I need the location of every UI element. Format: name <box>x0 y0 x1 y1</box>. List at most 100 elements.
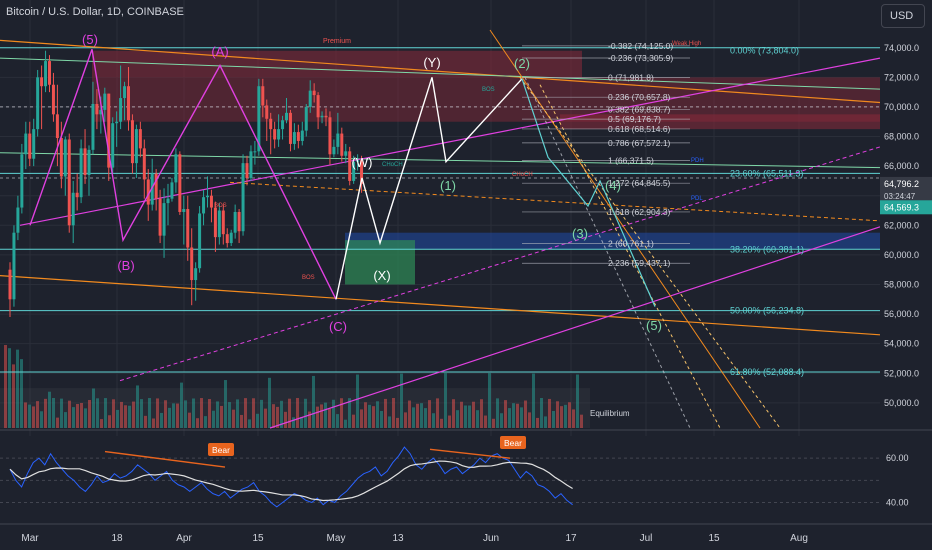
candle-body <box>300 130 304 141</box>
candle-body <box>206 195 209 198</box>
volume-bar <box>380 411 383 428</box>
candle-body <box>28 133 32 159</box>
volume-bar <box>420 403 423 428</box>
fib-label: 50.00% (56,234.8) <box>730 306 804 316</box>
candle-body <box>178 154 182 212</box>
wave-labels: (5) (A) (B) (C) (W) (X) (Y) (1) (2) (3) (4) (5) <box>82 32 662 334</box>
white-wave-path <box>335 77 523 300</box>
candle-body <box>115 121 119 124</box>
volume-bar <box>528 412 531 428</box>
annotation-pdl: PDL <box>691 196 703 202</box>
volume-bar <box>104 398 107 428</box>
time-tick-label: 15 <box>252 533 264 544</box>
price-scale: 74,000.0 72,000.0 70,000.0 68,000.0 66,000.0… <box>880 0 932 550</box>
candle-body <box>336 133 340 147</box>
volume-bar <box>184 400 187 428</box>
time-axis-bg <box>0 524 932 550</box>
candle-body <box>174 154 178 183</box>
fib-ext-label: 0.236 (70,657.8) <box>608 92 671 102</box>
candle-body <box>281 120 285 130</box>
volume-bar <box>228 402 231 428</box>
volume-bar <box>432 413 435 428</box>
volume-bar <box>8 348 11 428</box>
volume-bar <box>492 418 495 428</box>
volume-bar <box>580 414 583 428</box>
candle-body <box>87 149 91 175</box>
candle-body <box>324 115 328 118</box>
volume-bar <box>348 398 351 428</box>
volume-bar <box>572 409 575 428</box>
fib-ext-label: -0.236 (73,305.9) <box>608 53 673 63</box>
volume-bar <box>356 374 359 428</box>
time-tick-label: Jun <box>483 533 499 544</box>
volume-bar <box>268 377 271 428</box>
volume-bar <box>388 416 391 428</box>
volume-bar <box>272 404 275 428</box>
volume-bar <box>304 398 307 428</box>
volume-bar <box>440 418 443 428</box>
volume-bar <box>44 398 47 428</box>
rsi-line <box>9 446 573 508</box>
rsi-pane: Bear Bear 60.00 40.00 <box>0 436 909 518</box>
price-tick-label: 70,000.0 <box>884 102 919 112</box>
price-tick-label: 58,000.0 <box>884 279 919 289</box>
time-tick-label: 18 <box>111 533 123 544</box>
price-tick-label: 72,000.0 <box>884 72 919 82</box>
volume-bar <box>324 402 327 428</box>
volume-bar <box>468 405 471 428</box>
volume-bar <box>484 415 487 428</box>
volume-bar <box>520 407 523 428</box>
rsi-tick-label: 60.00 <box>886 453 909 463</box>
volume-bar <box>460 401 463 428</box>
volume-bar <box>128 405 131 428</box>
candle-body <box>107 93 111 168</box>
time-tick-label: Aug <box>790 533 808 544</box>
volume-bar <box>140 399 143 428</box>
countdown-label: 03:24:47 <box>884 192 916 201</box>
fib-ext-label: 0.786 (67,572.1) <box>608 138 671 148</box>
volume-bar <box>296 398 299 428</box>
wave-label-pink: (B) <box>117 258 134 273</box>
candle-body <box>48 61 51 85</box>
fib-ext-label: 1.618 (62,904.3) <box>608 207 671 217</box>
volume-bar <box>576 374 579 428</box>
candle-body <box>40 77 44 87</box>
volume-bar <box>68 400 71 428</box>
currency-selector[interactable]: USD <box>881 4 925 28</box>
candle-body <box>237 211 241 232</box>
volume-bar <box>376 401 379 428</box>
volume-bar <box>152 418 155 428</box>
wave-label-green: (4) <box>605 178 621 193</box>
volume-bar <box>328 408 331 428</box>
volume-bar <box>464 405 467 428</box>
wave-label-white: (X) <box>373 268 390 283</box>
demand-zone-green <box>345 240 415 285</box>
price-tick-label: 52,000.0 <box>884 368 919 378</box>
candle-body <box>277 129 281 140</box>
candle-body <box>59 138 63 177</box>
volume-bar <box>92 388 95 428</box>
trend-line-orange <box>0 39 881 104</box>
candle-body <box>162 203 166 236</box>
volume-bar <box>236 399 239 428</box>
price-tag-secondary-bg <box>880 200 932 215</box>
volume-bar <box>276 406 279 428</box>
candle-body <box>261 86 265 106</box>
volume-bar <box>12 364 15 428</box>
volume-bar <box>568 402 571 428</box>
volume-bar <box>256 413 259 428</box>
volume-bar <box>100 419 103 428</box>
volume-bar <box>472 401 475 428</box>
volume-bar <box>516 403 519 428</box>
volume-bar <box>548 398 551 428</box>
volume-bar <box>240 414 243 428</box>
volume-bar <box>368 404 371 428</box>
candle-body <box>134 129 138 164</box>
wave-label-green: (3) <box>572 226 588 241</box>
wave-label-pink: (C) <box>329 319 347 334</box>
fib-ext-label: 0.618 (68,514.6) <box>608 124 671 134</box>
supply-zone-right <box>560 114 880 130</box>
volume-bar <box>404 412 407 428</box>
